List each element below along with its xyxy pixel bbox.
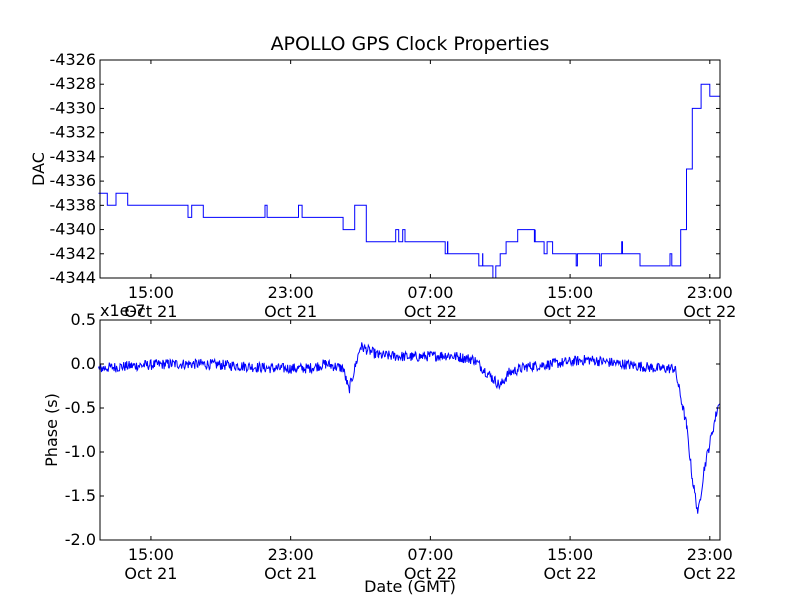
phase-ytick-label: -2.0 — [65, 530, 96, 549]
dac-ytick-label: -4330 — [50, 98, 97, 117]
dac-xtick-time-label: 07:00 — [407, 283, 453, 302]
dac-ytick-label: -4334 — [50, 147, 97, 166]
phase-panel: Phase (s) x1e-7 0.5 0.0 -0.5 -1.0 -1.5 -2.0 15… — [42, 301, 736, 583]
dac-xtick-time-label: 15:00 — [128, 283, 174, 302]
dac-xtick-time-label: 23:00 — [687, 283, 733, 302]
dac-ylabel: DAC — [29, 152, 48, 186]
dac-xtick-date-label: Oct 22 — [683, 302, 736, 321]
dac-xtick-date-label: Oct 21 — [264, 302, 317, 321]
chart-title: APOLLO GPS Clock Properties — [271, 33, 550, 55]
dac-xtick-time-label: 23:00 — [268, 283, 314, 302]
dac-ytick-label: -4338 — [50, 195, 97, 214]
phase-xtick-date-label: Oct 22 — [544, 564, 597, 583]
phase-xtick-time-label: 15:00 — [128, 545, 174, 564]
phase-ytick-label: -1.5 — [65, 486, 96, 505]
dac-xtick-date-label: Oct 21 — [124, 302, 177, 321]
phase-ylabel: Phase (s) — [42, 393, 61, 467]
dac-xtick-date-label: Oct 22 — [404, 302, 457, 321]
dac-ytick-label: -4328 — [50, 74, 97, 93]
phase-xtick-date-label: Oct 21 — [264, 564, 317, 583]
dac-series-line — [98, 83, 720, 279]
dac-ytick-label: -4326 — [50, 50, 97, 69]
phase-xtick-date-label: Oct 22 — [683, 564, 736, 583]
dac-ytick-label: -4336 — [50, 171, 97, 190]
phase-ytick-label: 0.5 — [71, 310, 96, 329]
phase-xtick-date-label: Oct 21 — [124, 564, 177, 583]
dac-panel: DAC -4326 -4328 -4330 -4332 -4334 -4336 -4338 -… — [29, 50, 736, 321]
phase-ytick-label: 0.0 — [71, 354, 96, 373]
dac-axes-frame — [99, 59, 721, 279]
phase-ytick-label: -1.0 — [65, 442, 96, 461]
phase-xtick-time-label: 07:00 — [407, 545, 453, 564]
phase-series-line — [98, 342, 721, 514]
dac-ytick-label: -4344 — [50, 268, 97, 287]
phase-axes-frame — [99, 319, 721, 541]
dac-ytick-label: -4332 — [50, 123, 97, 142]
phase-ytick-label: -0.5 — [65, 398, 96, 417]
dac-ytick-label: -4340 — [50, 220, 97, 239]
dac-ytick-label: -4342 — [50, 244, 97, 263]
dac-xtick-time-label: 15:00 — [547, 283, 593, 302]
x-axis-label: Date (GMT) — [364, 577, 456, 596]
phase-xtick-date-label: Oct 22 — [404, 564, 457, 583]
phase-xtick-time-label: 15:00 — [547, 545, 593, 564]
phase-xtick-time-label: 23:00 — [687, 545, 733, 564]
phase-xtick-time-label: 23:00 — [268, 545, 314, 564]
phase-offset-label: x1e-7 — [100, 301, 145, 320]
dac-xtick-date-label: Oct 22 — [544, 302, 597, 321]
